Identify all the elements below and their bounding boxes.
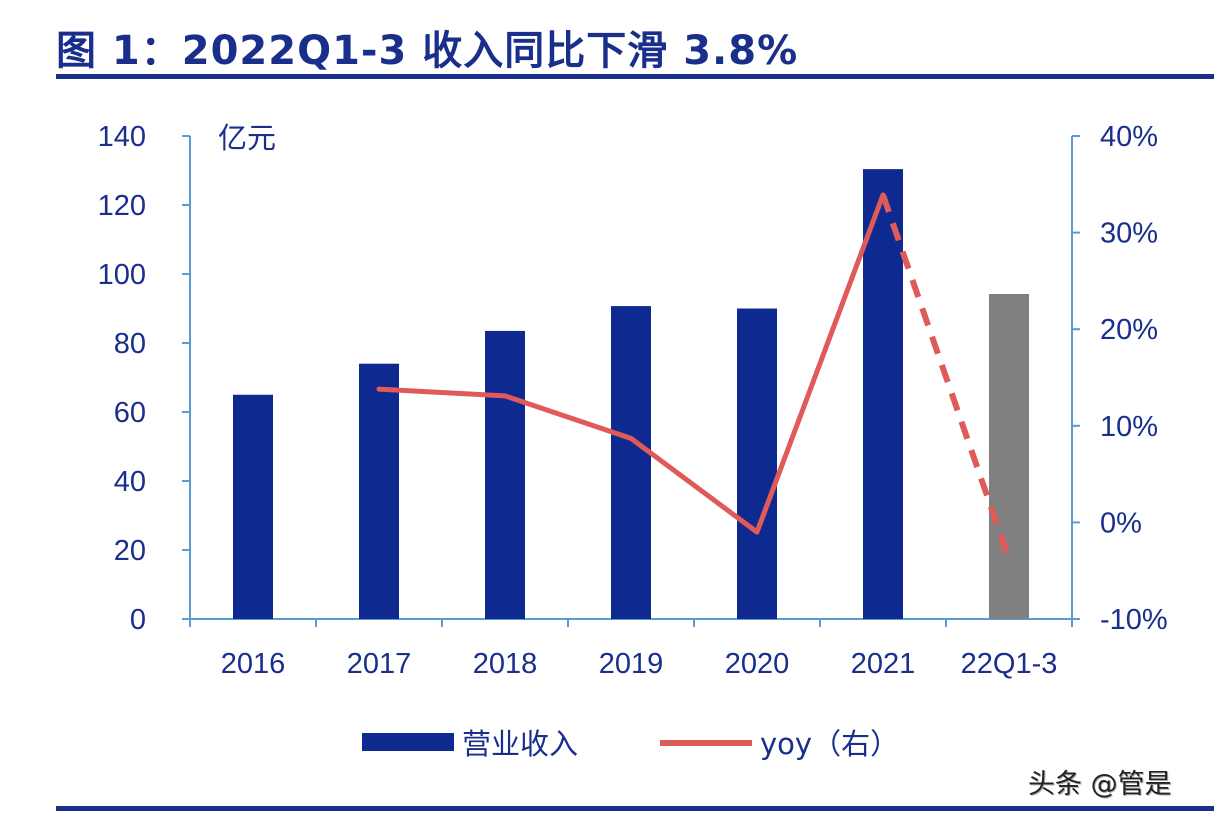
left-axis-tick-label: 100	[98, 259, 146, 291]
bar-2021	[863, 169, 903, 619]
left-axis-tick-label: 20	[114, 535, 146, 567]
bar-2017	[359, 363, 399, 619]
left-axis-tick-label: 80	[114, 328, 146, 360]
right-axis-tick-label: 40%	[1100, 121, 1158, 153]
left-axis-tick-label: 140	[98, 121, 146, 153]
x-axis-tick-label: 2017	[347, 648, 412, 680]
yoy-line-dashed-segment	[880, 193, 1012, 561]
x-axis-tick-label: 2018	[473, 648, 538, 680]
x-axis-tick-label: 2016	[221, 648, 286, 680]
x-axis-tick-label: 22Q1-3	[961, 648, 1058, 680]
right-axis-tick-label: 20%	[1100, 314, 1158, 346]
x-axis-tick-label: 2019	[599, 648, 664, 680]
left-axis-tick-label: 0	[130, 604, 146, 636]
watermark: 头条 @管是	[1028, 769, 1172, 800]
left-axis-tick-label: 40	[114, 466, 146, 498]
right-axis-tick-label: 10%	[1100, 411, 1158, 443]
chart-title: 图 1：2022Q1-3 收入同比下滑 3.8%	[56, 28, 799, 74]
bottom-divider	[56, 806, 1214, 811]
bar-2016	[233, 394, 273, 619]
right-axis-tick-label: -10%	[1100, 604, 1168, 636]
bar-2018	[485, 330, 525, 619]
legend-bar-swatch	[362, 733, 454, 751]
bar-22Q1-3	[989, 294, 1029, 619]
x-axis-tick-label: 2021	[851, 648, 916, 680]
bar-2019	[611, 306, 651, 619]
left-axis-tick-label: 120	[98, 190, 146, 222]
left-axis-unit: 亿元	[218, 121, 276, 155]
right-axis-tick-label: 0%	[1100, 507, 1142, 539]
bar-2020	[737, 308, 777, 619]
legend-line-label: yoy（右）	[760, 727, 899, 761]
left-axis-tick-label: 60	[114, 397, 146, 429]
title-divider	[56, 74, 1214, 79]
x-axis-tick-label: 2020	[725, 648, 790, 680]
legend-bar-label: 营业收入	[462, 727, 578, 761]
right-axis-tick-label: 30%	[1100, 218, 1158, 250]
